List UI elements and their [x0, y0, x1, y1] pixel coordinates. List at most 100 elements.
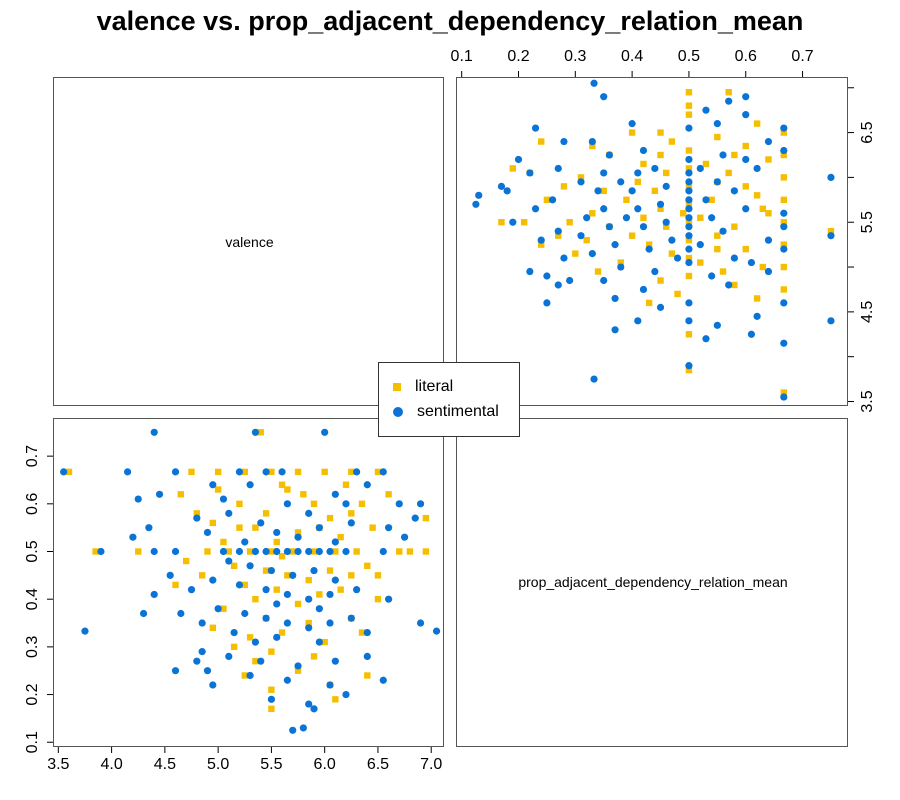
point-literal-upper: [697, 259, 704, 266]
point-sentimental-upper: [472, 200, 480, 208]
point-sentimental-upper: [583, 214, 591, 222]
point-sentimental-upper: [702, 106, 710, 114]
point-sentimental-lower: [139, 609, 148, 618]
point-literal-lower: [294, 468, 302, 476]
point-sentimental-upper: [719, 151, 727, 159]
x-tick-label-valence: 5.5: [260, 756, 282, 773]
point-sentimental-upper: [543, 272, 551, 280]
point-sentimental-lower: [219, 547, 228, 556]
point-sentimental-upper: [634, 169, 642, 177]
point-literal-upper: [651, 187, 659, 195]
point-sentimental-upper: [590, 79, 598, 87]
point-literal-lower: [364, 562, 371, 570]
point-sentimental-lower: [347, 519, 355, 527]
point-literal-lower: [241, 672, 248, 679]
point-sentimental-upper: [611, 294, 619, 303]
point-sentimental-lower: [363, 481, 371, 489]
point-sentimental-upper: [639, 146, 648, 155]
point-sentimental-lower: [273, 633, 281, 641]
point-literal-lower: [358, 500, 366, 508]
point-sentimental-upper: [747, 258, 756, 267]
point-literal-lower: [182, 557, 190, 565]
point-sentimental-upper: [713, 120, 721, 128]
y-tick-label-prop: 0.2: [24, 683, 41, 705]
point-literal-lower: [406, 548, 414, 555]
point-sentimental-upper: [543, 299, 551, 307]
point-sentimental-lower: [177, 609, 185, 618]
point-sentimental-lower: [283, 590, 291, 599]
point-sentimental-lower: [203, 667, 212, 675]
point-literal-lower: [273, 538, 280, 546]
point-literal-lower: [326, 514, 334, 522]
point-sentimental-upper: [685, 214, 693, 222]
point-literal-upper: [663, 169, 670, 177]
point-sentimental-lower: [363, 652, 371, 661]
point-literal-lower: [268, 705, 275, 713]
point-sentimental-lower: [241, 538, 249, 546]
x-tick-label-valence: 3.5: [47, 756, 69, 773]
point-sentimental-upper: [685, 178, 693, 186]
point-literal-lower: [294, 667, 302, 674]
point-literal-lower: [369, 524, 376, 531]
point-sentimental-lower: [326, 590, 334, 599]
point-sentimental-upper: [577, 178, 585, 186]
top-tick-label-prop: 0.7: [791, 48, 813, 65]
point-sentimental-lower: [150, 590, 158, 599]
point-sentimental-lower: [305, 700, 313, 708]
point-sentimental-lower: [166, 571, 174, 579]
point-literal-lower: [278, 629, 286, 636]
point-sentimental-lower: [315, 638, 323, 646]
point-literal-upper: [685, 165, 693, 172]
point-sentimental-upper: [577, 232, 585, 240]
point-sentimental-upper: [753, 312, 761, 320]
point-sentimental-upper: [685, 258, 693, 267]
point-literal-upper: [583, 236, 590, 244]
point-literal-upper: [566, 219, 573, 226]
point-sentimental-upper: [685, 299, 693, 307]
y-tick-label-prop: 0.1: [24, 731, 41, 753]
point-sentimental-upper: [645, 245, 653, 253]
point-sentimental-upper: [611, 326, 619, 334]
point-sentimental-upper: [713, 321, 721, 329]
point-literal-lower: [209, 624, 217, 631]
point-sentimental-lower: [198, 648, 206, 656]
point-literal-lower: [284, 486, 291, 493]
point-sentimental-lower: [342, 500, 350, 508]
point-literal-upper: [657, 129, 664, 136]
point-literal-upper: [742, 245, 749, 253]
point-literal-lower: [262, 510, 270, 517]
point-sentimental-lower: [246, 562, 254, 570]
point-literal-lower: [252, 595, 259, 603]
point-literal-upper: [753, 295, 761, 302]
point-literal-upper: [640, 160, 647, 168]
point-sentimental-upper: [730, 187, 738, 195]
point-sentimental-lower: [294, 662, 302, 670]
point-literal-upper: [657, 205, 664, 212]
point-sentimental-lower: [246, 671, 254, 680]
point-sentimental-upper: [708, 214, 716, 222]
point-sentimental-lower: [432, 627, 441, 635]
point-literal-lower: [348, 468, 355, 476]
point-literal-upper: [685, 89, 693, 96]
point-sentimental-upper: [764, 236, 773, 244]
point-sentimental-upper: [713, 178, 721, 186]
point-sentimental-upper: [554, 281, 562, 289]
point-literal-lower: [321, 638, 328, 646]
point-sentimental-upper: [827, 173, 835, 182]
point-sentimental-lower: [257, 519, 265, 527]
point-sentimental-upper: [628, 187, 636, 195]
point-sentimental-upper: [702, 196, 710, 204]
point-literal-upper: [759, 263, 766, 271]
legend-entry-literal: literal: [393, 377, 453, 397]
point-sentimental-upper: [617, 263, 625, 271]
point-sentimental-lower: [294, 547, 302, 556]
point-sentimental-upper: [622, 214, 631, 222]
point-literal-upper: [714, 232, 721, 239]
point-sentimental-lower: [315, 547, 323, 556]
point-sentimental-lower: [251, 547, 260, 556]
point-sentimental-lower: [171, 468, 180, 476]
point-sentimental-upper: [560, 137, 568, 146]
point-sentimental-upper: [600, 169, 608, 177]
point-literal-upper: [600, 187, 607, 195]
x-tick-label-valence: 7.0: [420, 756, 442, 773]
